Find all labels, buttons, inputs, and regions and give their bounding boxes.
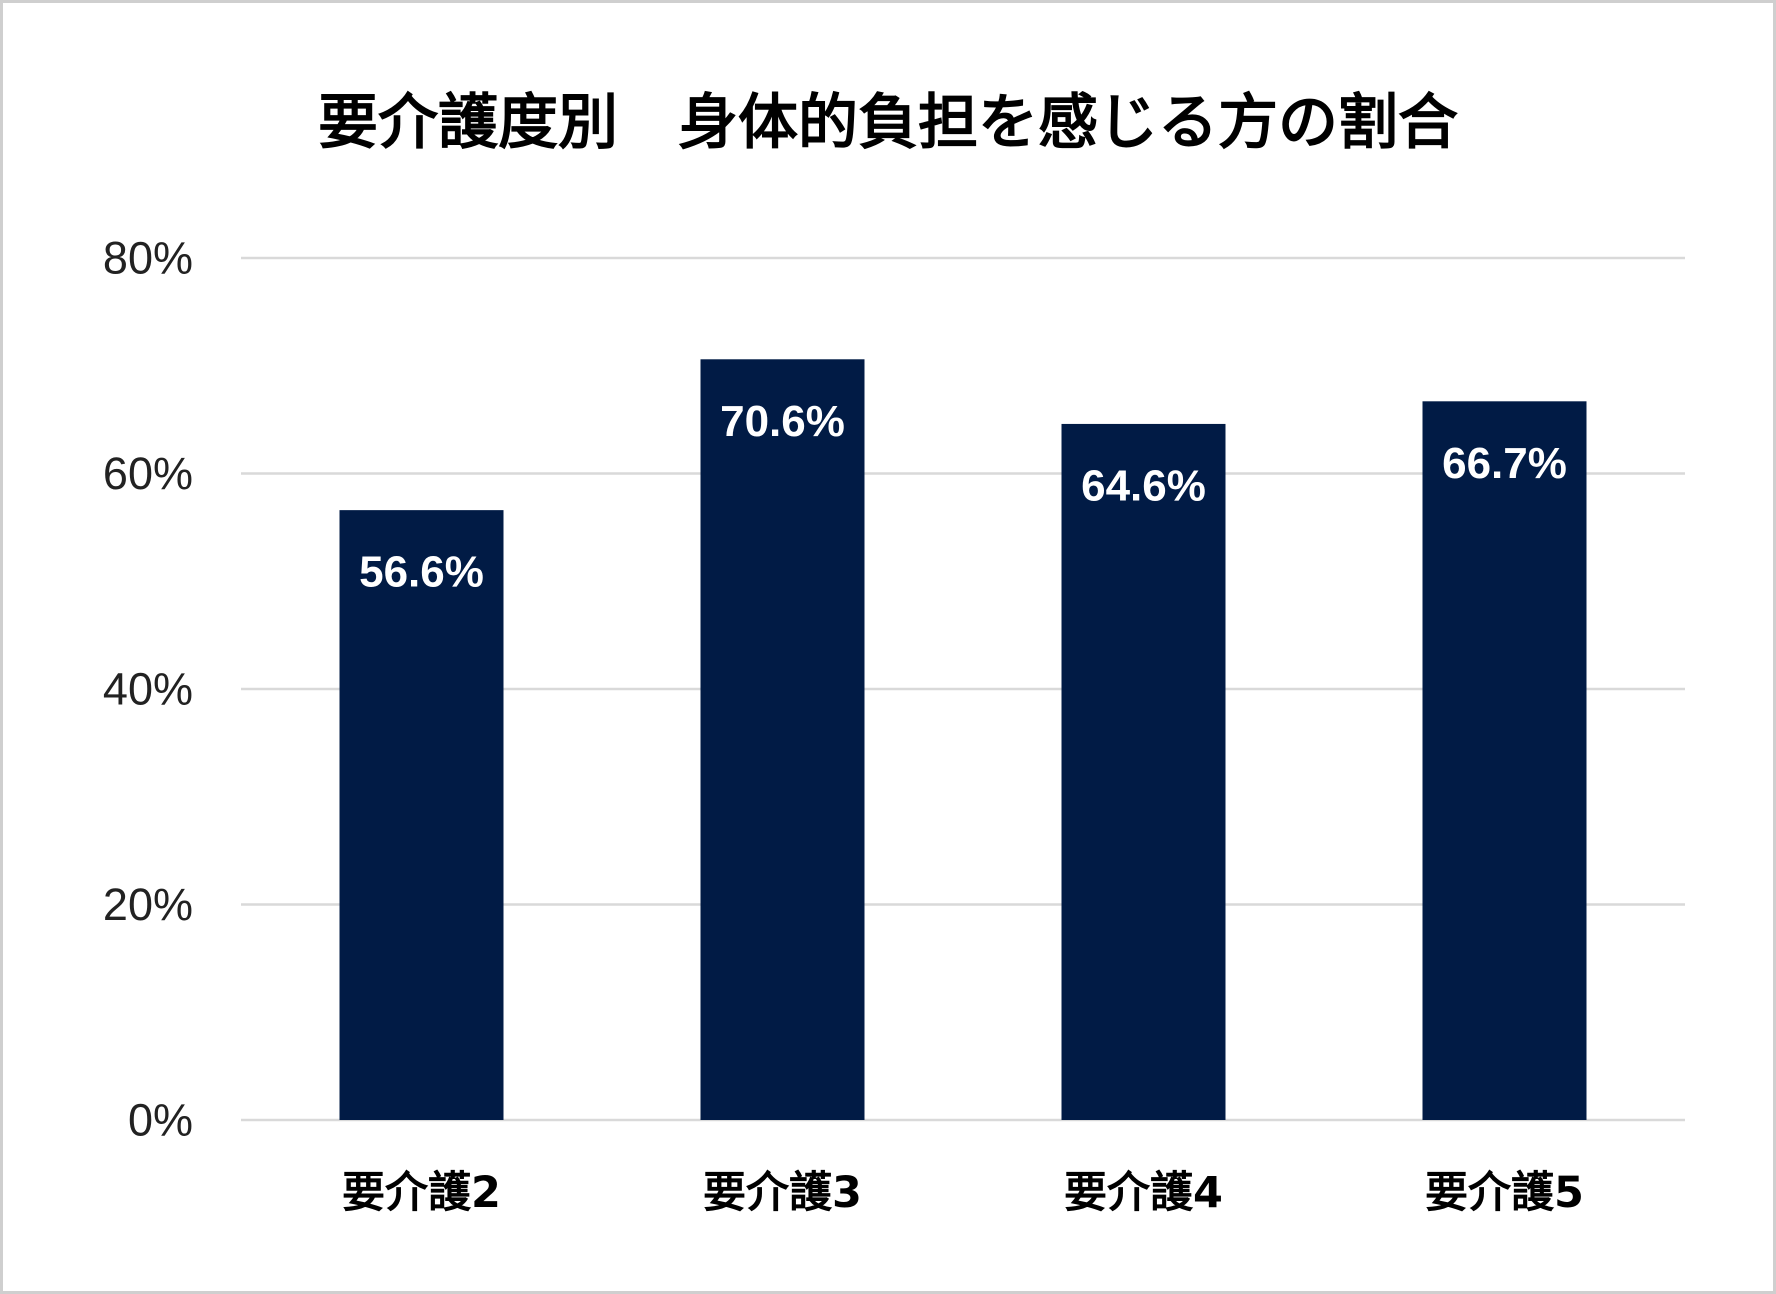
data-label-3: 64.6% (1081, 461, 1206, 510)
bar-3 (1061, 423, 1226, 1120)
y-tick-label-20: 20% (103, 879, 193, 930)
chart-title: 要介護度別 身体的負担を感じる方の割合 (318, 88, 1458, 158)
data-label-2: 70.6% (720, 397, 845, 446)
y-axis-labels: 0% 20% 40% 60% 80% (103, 233, 193, 1146)
x-tick-label-2: 要介護3 (703, 1168, 862, 1218)
bars (339, 359, 1587, 1120)
data-label-4: 66.7% (1442, 439, 1567, 488)
bar-2 (700, 359, 865, 1120)
y-tick-label-40: 40% (103, 664, 193, 715)
data-label-1: 56.6% (359, 548, 484, 597)
y-tick-label-60: 60% (103, 448, 193, 499)
x-tick-label-4: 要介護5 (1425, 1168, 1584, 1218)
x-tick-label-3: 要介護4 (1064, 1168, 1223, 1218)
x-axis-labels: 要介護2 要介護3 要介護4 要介護5 (342, 1168, 1584, 1218)
bar-4 (1422, 401, 1587, 1120)
y-tick-label-80: 80% (103, 233, 193, 284)
bar-1 (339, 510, 504, 1120)
x-tick-label-1: 要介護2 (342, 1168, 501, 1218)
data-labels: 56.6% 70.6% 64.6% 66.7% (359, 397, 1567, 597)
y-tick-label-0: 0% (128, 1095, 193, 1146)
